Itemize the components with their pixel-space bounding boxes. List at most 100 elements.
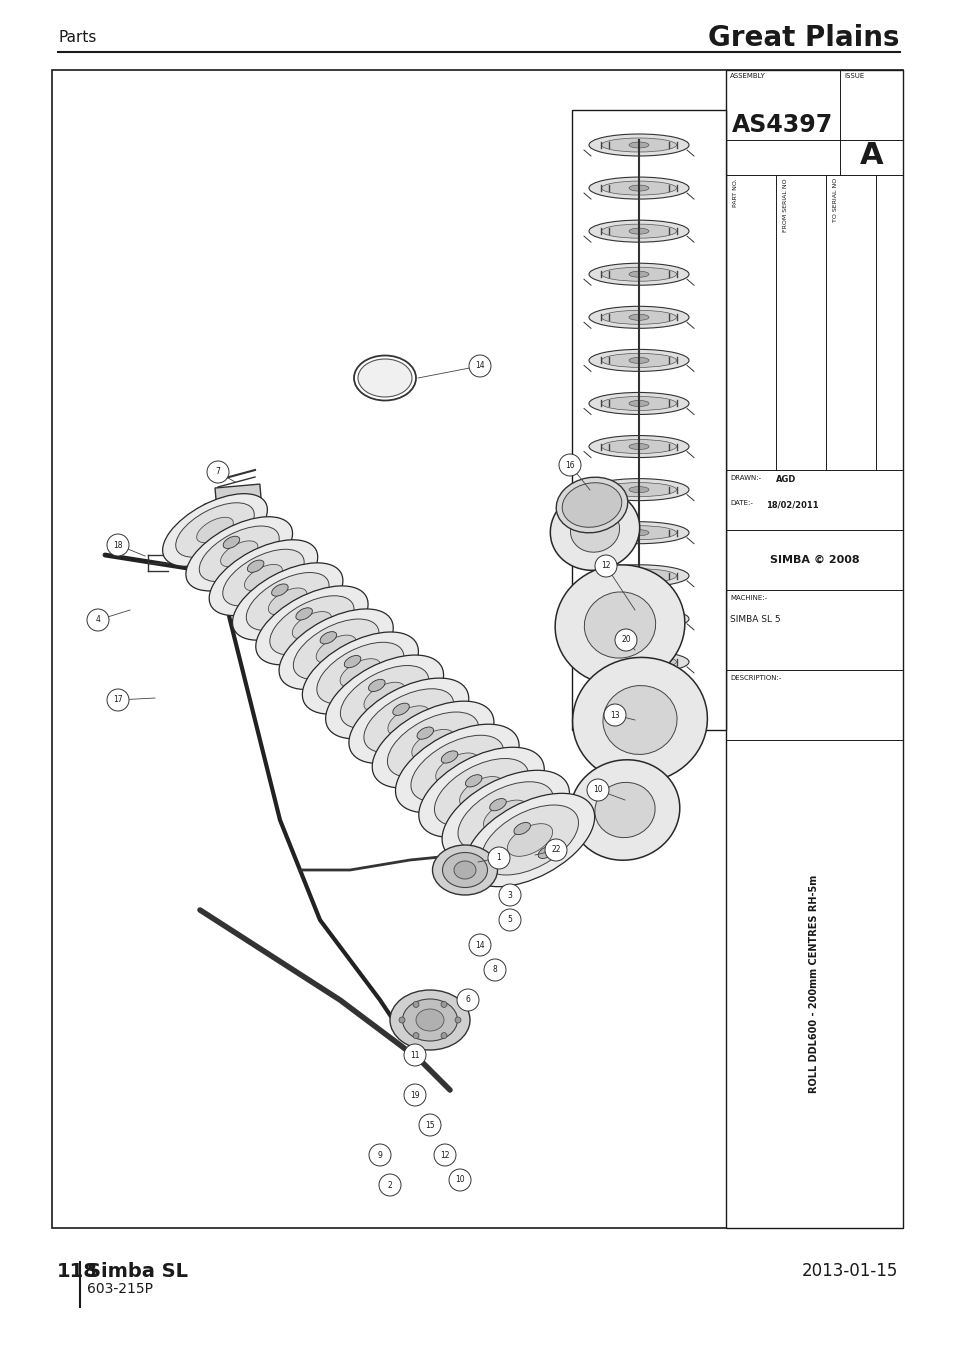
Ellipse shape — [601, 138, 676, 153]
Ellipse shape — [628, 185, 648, 192]
Text: ROLL DDL600 - 200mm CENTRES RH-5m: ROLL DDL600 - 200mm CENTRES RH-5m — [809, 875, 819, 1094]
Text: 2: 2 — [387, 1180, 392, 1189]
Text: 17: 17 — [113, 695, 123, 705]
Text: DATE:-: DATE:- — [729, 500, 752, 506]
Ellipse shape — [222, 549, 304, 606]
Ellipse shape — [418, 748, 544, 837]
Ellipse shape — [602, 686, 677, 755]
Bar — [725, 70, 902, 1228]
Ellipse shape — [402, 999, 457, 1041]
Circle shape — [449, 1169, 471, 1191]
Circle shape — [455, 1017, 460, 1023]
Ellipse shape — [315, 634, 355, 663]
Circle shape — [434, 1143, 456, 1166]
Circle shape — [107, 535, 129, 556]
Text: 2013-01-15: 2013-01-15 — [801, 1262, 897, 1280]
Ellipse shape — [570, 508, 618, 552]
Text: Parts: Parts — [58, 31, 96, 46]
Text: Simba SL: Simba SL — [87, 1262, 188, 1281]
Text: 1: 1 — [497, 853, 501, 863]
Ellipse shape — [412, 729, 454, 760]
Text: 16: 16 — [564, 460, 575, 470]
Text: 14: 14 — [475, 362, 484, 370]
Ellipse shape — [459, 776, 503, 809]
Circle shape — [603, 703, 625, 726]
Ellipse shape — [601, 354, 676, 367]
Text: 6: 6 — [465, 995, 470, 1004]
Ellipse shape — [411, 736, 503, 802]
Ellipse shape — [601, 612, 676, 626]
Text: 12: 12 — [439, 1150, 449, 1160]
Text: 12: 12 — [600, 562, 610, 571]
Ellipse shape — [432, 845, 497, 895]
Ellipse shape — [588, 393, 688, 414]
Circle shape — [403, 1084, 426, 1106]
Ellipse shape — [320, 632, 336, 644]
Ellipse shape — [223, 536, 239, 548]
Ellipse shape — [175, 502, 254, 558]
Ellipse shape — [628, 401, 648, 406]
Ellipse shape — [570, 760, 679, 860]
Text: 4: 4 — [95, 616, 100, 625]
Ellipse shape — [601, 655, 676, 668]
Ellipse shape — [196, 517, 233, 543]
Circle shape — [558, 454, 580, 477]
Circle shape — [440, 1002, 447, 1007]
Ellipse shape — [601, 482, 676, 497]
Circle shape — [403, 1044, 426, 1066]
Ellipse shape — [628, 358, 648, 363]
Ellipse shape — [628, 142, 648, 148]
Circle shape — [456, 990, 478, 1011]
Circle shape — [107, 688, 129, 711]
Ellipse shape — [588, 306, 688, 328]
Ellipse shape — [628, 572, 648, 579]
Ellipse shape — [628, 616, 648, 622]
Ellipse shape — [507, 824, 552, 856]
Ellipse shape — [434, 759, 528, 826]
Ellipse shape — [363, 688, 454, 753]
Text: TO SERIAL NO: TO SERIAL NO — [833, 178, 838, 223]
Circle shape — [369, 1143, 391, 1166]
Ellipse shape — [316, 643, 403, 703]
Ellipse shape — [233, 563, 342, 640]
Text: 19: 19 — [410, 1091, 419, 1099]
Ellipse shape — [293, 620, 378, 679]
Ellipse shape — [584, 591, 655, 657]
Ellipse shape — [628, 529, 648, 536]
Ellipse shape — [601, 525, 676, 540]
Circle shape — [418, 1114, 440, 1135]
Circle shape — [483, 958, 505, 981]
Ellipse shape — [628, 315, 648, 320]
Ellipse shape — [209, 540, 317, 616]
Circle shape — [498, 909, 520, 931]
Circle shape — [413, 1033, 418, 1038]
Circle shape — [498, 884, 520, 906]
Text: DRAWN:-: DRAWN:- — [729, 475, 760, 481]
Ellipse shape — [601, 224, 676, 238]
Ellipse shape — [246, 572, 329, 630]
Ellipse shape — [368, 679, 385, 691]
Ellipse shape — [572, 657, 707, 783]
Ellipse shape — [186, 517, 293, 591]
Ellipse shape — [279, 609, 393, 690]
Circle shape — [378, 1174, 400, 1196]
Circle shape — [544, 838, 566, 861]
Text: ASSEMBLY: ASSEMBLY — [729, 73, 765, 80]
Ellipse shape — [595, 783, 655, 837]
Ellipse shape — [601, 310, 676, 324]
Circle shape — [586, 779, 608, 801]
Ellipse shape — [628, 486, 648, 493]
Ellipse shape — [457, 782, 553, 850]
Ellipse shape — [344, 656, 360, 668]
Circle shape — [398, 1017, 405, 1023]
Ellipse shape — [388, 706, 430, 736]
Ellipse shape — [588, 220, 688, 242]
Ellipse shape — [372, 701, 494, 788]
Text: 7: 7 — [215, 467, 220, 477]
Ellipse shape — [387, 711, 478, 778]
Circle shape — [595, 555, 617, 576]
Circle shape — [207, 460, 229, 483]
Ellipse shape — [537, 846, 554, 859]
Text: ISSUE: ISSUE — [843, 73, 863, 80]
Ellipse shape — [295, 608, 312, 620]
